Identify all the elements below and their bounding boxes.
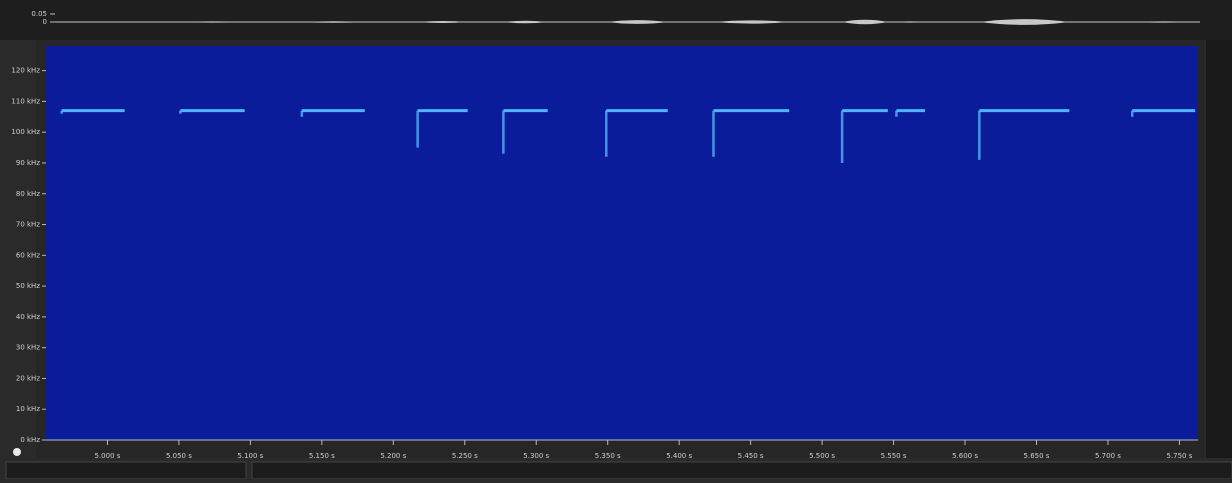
waveform-pulse	[842, 19, 888, 25]
x-tick-label: 5.750 s	[1166, 452, 1192, 460]
y-tick-label: 10 kHz	[16, 405, 40, 413]
y-tick-label: 40 kHz	[16, 313, 40, 321]
waveform-pulse	[180, 21, 245, 23]
x-tick-label: 5.050 s	[166, 452, 192, 460]
y-tick-label: 60 kHz	[16, 251, 40, 259]
x-tick-label: 5.300 s	[523, 452, 549, 460]
y-tick-label: 100 kHz	[11, 128, 40, 136]
x-tick-label: 5.100 s	[237, 452, 263, 460]
waveform-pulse	[301, 21, 365, 23]
waveform-pulse	[606, 20, 668, 24]
x-tick-label: 5.000 s	[94, 452, 120, 460]
x-tick-label: 5.400 s	[666, 452, 692, 460]
waveform-tick-label: 0	[43, 18, 47, 26]
y-tick-label: 90 kHz	[16, 159, 40, 167]
bottom-panel	[5, 461, 247, 480]
y-tick-label: 30 kHz	[16, 344, 40, 352]
waveform-pulse	[1132, 21, 1196, 23]
side-bar	[1206, 40, 1232, 458]
waveform-pulse	[503, 20, 548, 24]
y-tick-label: 70 kHz	[16, 221, 40, 229]
y-tick-label: 0 kHz	[20, 436, 40, 444]
y-tick-label: 80 kHz	[16, 190, 40, 198]
x-tick-label: 5.200 s	[380, 452, 406, 460]
bottom-panel	[251, 461, 1232, 480]
x-tick-label: 5.650 s	[1024, 452, 1050, 460]
waveform-pulse	[417, 21, 468, 23]
x-tick-label: 5.550 s	[881, 452, 907, 460]
waveform-pulse	[979, 19, 1070, 25]
x-tick-label: 5.150 s	[309, 452, 335, 460]
y-tick-label: 20 kHz	[16, 374, 40, 382]
x-tick-label: 5.250 s	[452, 452, 478, 460]
waveform-pulse	[61, 21, 125, 23]
x-tick-label: 5.350 s	[595, 452, 621, 460]
y-tick-label: 50 kHz	[16, 282, 40, 290]
x-tick-label: 5.450 s	[738, 452, 764, 460]
waveform-pulse	[896, 21, 926, 23]
spectrogram-area	[46, 46, 1198, 440]
x-tick-label: 5.700 s	[1095, 452, 1121, 460]
info-icon[interactable]	[13, 448, 21, 456]
y-tick-label: 120 kHz	[11, 67, 40, 75]
x-tick-label: 5.600 s	[952, 452, 978, 460]
waveform-pulse	[713, 20, 790, 24]
y-tick-label: 110 kHz	[11, 97, 40, 105]
waveform-tick-label: 0.05	[31, 10, 47, 18]
x-tick-label: 5.500 s	[809, 452, 835, 460]
